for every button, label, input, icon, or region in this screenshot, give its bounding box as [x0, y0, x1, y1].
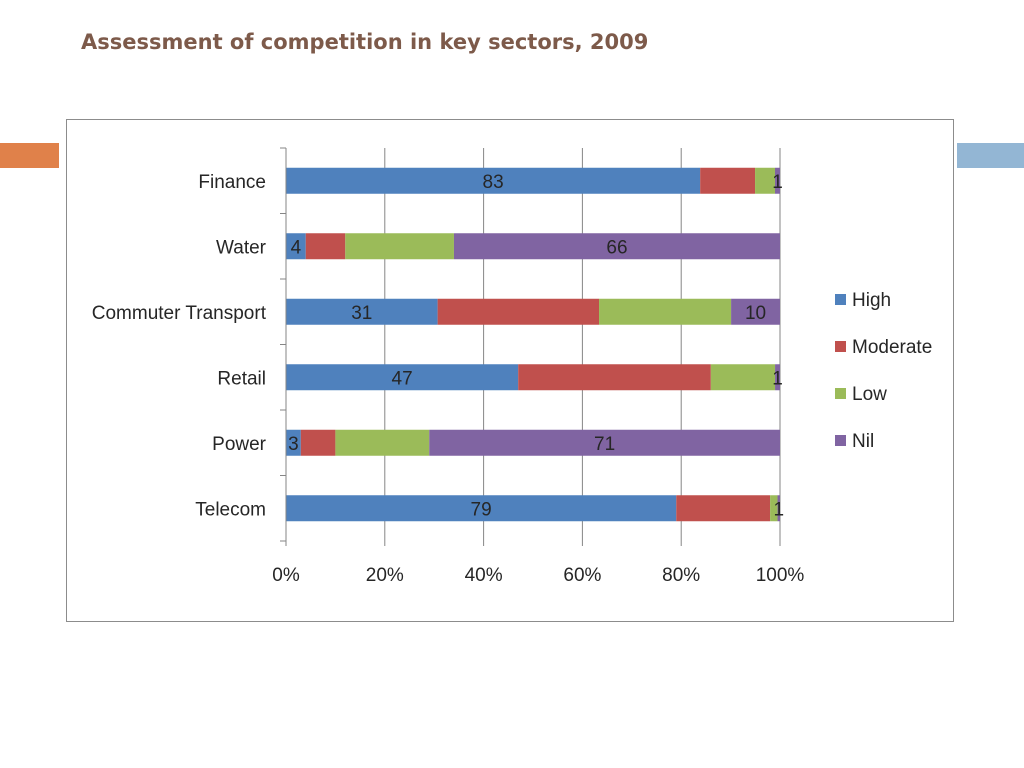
x-tick-label: 0%: [272, 565, 300, 586]
bar-telecom-nil: [777, 495, 780, 522]
data-label-water-high: 4: [291, 237, 302, 258]
bar-retail-moderate: [518, 364, 711, 391]
category-label-retail: Retail: [217, 368, 266, 389]
bar-telecom-moderate: [676, 495, 771, 522]
data-label-retail-nil: 1: [772, 368, 783, 389]
x-tick-label: 60%: [563, 565, 601, 586]
x-tick-label: 40%: [465, 565, 503, 586]
x-tick-label: 100%: [756, 565, 805, 586]
data-labels: 83 1 4 66 31 10 47 1 3 71 79 1: [288, 172, 784, 521]
data-label-commuter-transport-high: 31: [351, 303, 372, 324]
bar-water-nil: [453, 233, 780, 260]
data-label-finance-nil: 1: [772, 172, 783, 193]
data-label-retail-high: 47: [392, 368, 413, 389]
slide-title: Assessment of competition in key sectors…: [81, 30, 649, 54]
bar-commuter-transport-low: [599, 298, 732, 325]
legend-swatch-moderate: [835, 341, 846, 352]
bar-retail-nil: [775, 364, 780, 391]
data-label-telecom-high: 79: [471, 499, 492, 520]
data-label-power-nil: 71: [594, 434, 615, 455]
category-label-power: Power: [212, 434, 267, 455]
data-label-commuter-transport-nil: 10: [745, 303, 766, 324]
bar-power-moderate: [300, 429, 336, 456]
category-label-telecom: Telecom: [195, 499, 266, 520]
data-label-power-high: 3: [288, 434, 299, 455]
bars: [286, 167, 780, 522]
data-label-finance-high: 83: [483, 172, 504, 193]
bar-commuter-transport-nil: [731, 298, 780, 325]
bar-water-high: [286, 233, 306, 260]
bar-finance-low: [755, 167, 776, 194]
bar-finance-high: [286, 167, 701, 194]
legend-label-moderate: Moderate: [852, 337, 932, 358]
legend-label-nil: Nil: [852, 431, 874, 452]
bar-power-low: [335, 429, 430, 456]
category-label-finance: Finance: [198, 172, 266, 193]
bar-commuter-transport-moderate: [437, 298, 600, 325]
bar-water-moderate: [305, 233, 346, 260]
data-label-telecom-nil: 1: [773, 499, 784, 520]
bar-retail-low: [710, 364, 776, 391]
bar-finance-nil: [775, 167, 780, 194]
legend-swatch-high: [835, 294, 846, 305]
bar-commuter-transport-high: [286, 298, 438, 325]
category-label-commuter-transport: Commuter Transport: [92, 303, 267, 324]
bar-telecom-low: [770, 495, 778, 522]
stacked-bar-chart: 83 1 4 66 31 10 47 1 3 71 79 1 0% 20% 40% 60% 80% 100% Fi…: [92, 147, 932, 586]
axes: 0% 20% 40% 60% 80% 100% Finance Water Commuter T…: [92, 147, 805, 586]
bar-power-nil: [429, 429, 780, 456]
legend-swatch-nil: [835, 435, 846, 446]
legend-swatch-low: [835, 388, 846, 399]
x-tick-label: 20%: [366, 565, 404, 586]
bar-retail-high: [286, 364, 519, 391]
legend-label-high: High: [852, 290, 891, 311]
legend: High Moderate Low Nil: [835, 290, 932, 452]
category-label-water: Water: [216, 237, 267, 258]
bar-water-low: [345, 233, 454, 260]
data-label-water-nil: 66: [606, 237, 627, 258]
x-tick-label: 80%: [662, 565, 700, 586]
bar-telecom-high: [286, 495, 677, 522]
chart-frame: 83 1 4 66 31 10 47 1 3 71 79 1 0% 20% 40% 60% 80% 100% Fi…: [66, 119, 954, 622]
accent-bar-right: [957, 143, 1024, 168]
bar-power-high: [286, 429, 301, 456]
legend-label-low: Low: [852, 384, 887, 405]
grid-lines: [384, 148, 781, 541]
accent-bar-left: [0, 143, 59, 168]
bar-finance-moderate: [700, 167, 756, 194]
